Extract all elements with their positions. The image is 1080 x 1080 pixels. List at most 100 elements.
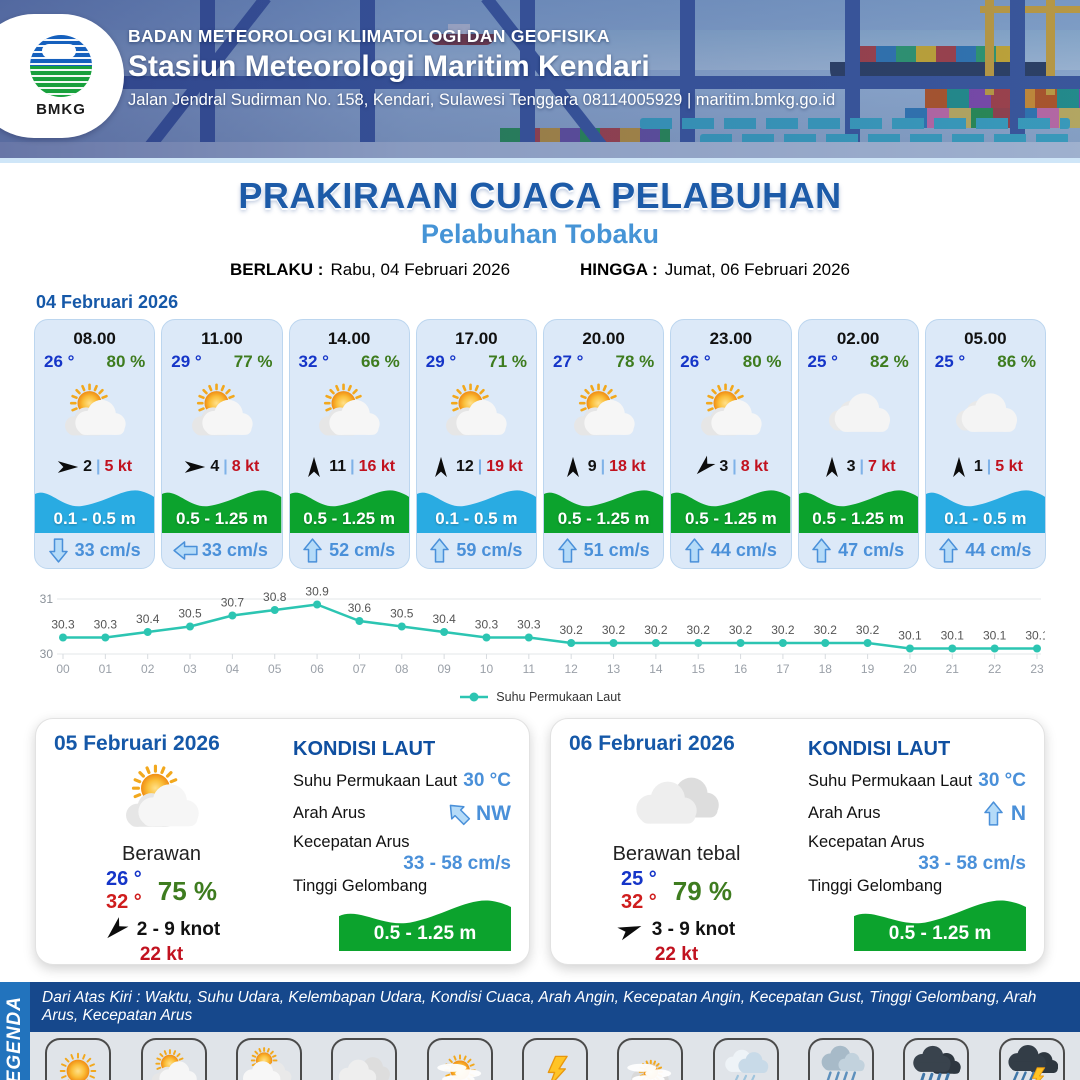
time-label: 02.00: [836, 329, 880, 348]
svg-text:19: 19: [861, 662, 875, 676]
legend-tab: LEGENDA: [0, 982, 30, 1080]
daily-summary-card: 05 Februari 2026 Berawan 26 ° 32 ° 75 % …: [35, 718, 530, 965]
header-divider: [0, 158, 1080, 163]
time-label: 11.00: [201, 329, 243, 348]
wave-height: 0.5 - 1.25 m: [303, 509, 395, 528]
air-temperature: 25 °: [934, 352, 966, 371]
weather-icon: [35, 372, 154, 454]
current-speed: 33 cm/s: [201, 540, 268, 560]
legend-item: Udara Kabur: [413, 1038, 507, 1080]
current-direction-icon: [443, 798, 474, 829]
forecast-card: 08.00 26 ° 80 % 2 | 5 kt 0.1 - 0.5 m 33 …: [34, 319, 156, 569]
weather-icon: [635, 758, 719, 842]
current-row: 59 cm/s: [417, 533, 536, 568]
svg-text:10: 10: [480, 662, 494, 676]
legend-weather-icon: [617, 1038, 684, 1080]
legend-weather-icon: [235, 1038, 302, 1080]
weather-icon: [120, 758, 204, 842]
current-direction-icon: [939, 538, 959, 563]
current-row: 44 cm/s: [926, 533, 1045, 568]
sst-chart-section: 30 31 00 01 02 03 04 05 06 07 08 09 10 11 12 13 14 15 16 17…: [35, 583, 1049, 705]
wind-direction-icon: [184, 460, 206, 474]
chart-legend-label: Suhu Permukaan Laut: [496, 690, 621, 704]
weather-icon: [162, 372, 281, 454]
forecast-card: 14.00 32 ° 66 % 11 | 16 kt 0.5 - 1.25 m …: [288, 319, 410, 569]
svg-text:00: 00: [56, 662, 70, 676]
legend-weather-icon: [712, 1038, 779, 1080]
page-title: PRAKIRAAN CUACA PELABUHAN: [238, 175, 842, 216]
legend-item: Kabut: [603, 1038, 697, 1080]
current-row: 47 cm/s: [799, 533, 918, 568]
wind-speed: 11: [329, 458, 347, 475]
legend-weather-icon: [521, 1038, 588, 1080]
validity-row: BERLAKU : Rabu, 04 Februari 2026 HINGGA :…: [0, 260, 1080, 280]
svg-text:30.2: 30.2: [644, 623, 668, 637]
wave-height-band: 0.1 - 0.5 m: [925, 485, 1045, 533]
time-label: 05.00: [964, 329, 1007, 348]
wind-row: 4 | 8 kt: [162, 454, 281, 480]
wave-height: 0.5 - 1.25 m: [557, 509, 650, 528]
header-overlay: [0, 0, 1080, 158]
forecast-card: 20.00 27 ° 78 % 9 | 18 kt 0.5 - 1.25 m 5…: [543, 319, 665, 569]
valid-from-label: BERLAKU :: [229, 260, 324, 279]
svg-text:30.5: 30.5: [390, 607, 414, 621]
legend-item: Petir: [508, 1038, 602, 1080]
humidity: 71 %: [488, 352, 527, 371]
current-speed: 47 cm/s: [838, 540, 905, 560]
svg-text:12: 12: [564, 662, 578, 676]
current-direction-icon: [812, 538, 831, 563]
wind-gust: 5 kt: [104, 458, 133, 475]
sst-label: Suhu Permukaan Laut: [808, 771, 973, 790]
forecast-card: 23.00 26 ° 80 % 3 | 8 kt 0.5 - 1.25 m 44…: [670, 319, 792, 569]
current-direction-label: Arah Arus: [808, 804, 881, 822]
wind-speed: 3: [719, 458, 729, 475]
current-row: 52 cm/s: [290, 533, 409, 568]
wind-row: 11 | 16 kt: [290, 454, 409, 480]
legend-weather-icon: [331, 1038, 398, 1080]
wind-direction-icon: [952, 456, 966, 478]
station-address: Jalan Jendral Sudirman No. 158, Kendari,…: [128, 91, 836, 109]
current-direction-value: N: [1010, 801, 1026, 825]
wave-height-band: 0.1 - 0.5 m: [416, 485, 536, 533]
valid-until-label: HINGGA :: [580, 260, 658, 279]
legend-tab-label: LEGENDA: [4, 996, 25, 1080]
svg-text:02: 02: [141, 662, 155, 676]
sst-line-chart: 30 31 00 01 02 03 04 05 06 07 08 09 10 11 12 13 14 15 16 17…: [40, 585, 1049, 677]
day-date: 05 Februari 2026: [54, 732, 220, 755]
current-direction-icon: [48, 538, 68, 563]
legend-weather-icon: [903, 1038, 970, 1080]
humidity: 80 %: [742, 352, 782, 371]
air-temperature: 29 °: [425, 352, 457, 371]
wind-separator: |: [732, 458, 737, 475]
forecast-card: 02.00 25 ° 82 % 3 | 7 kt 0.5 - 1.25 m 47…: [797, 319, 919, 569]
wind-gust: 18 kt: [609, 458, 646, 475]
legend-item: Cerah: [31, 1038, 125, 1080]
wind-gust: 8 kt: [231, 458, 260, 475]
wind-separator: |: [477, 458, 483, 475]
svg-text:30.8: 30.8: [263, 590, 287, 604]
svg-text:30.5: 30.5: [178, 607, 202, 621]
current-direction-value: NW: [476, 801, 511, 825]
svg-text:06: 06: [310, 662, 324, 676]
time-label: 14.00: [327, 329, 371, 348]
wave-height-badge: 0.5 - 1.25 m: [854, 896, 1026, 951]
legend-footer: LEGENDA Dari Atas Kiri : Waktu, Suhu Uda…: [0, 982, 1080, 1080]
svg-text:30.1: 30.1: [898, 629, 922, 643]
current-speed-value: 33 - 58 cm/s: [918, 853, 1026, 874]
svg-text:30.4: 30.4: [432, 612, 456, 626]
sst-value: 30 °C: [463, 770, 511, 791]
legend-item: Hujan Lebat: [889, 1038, 983, 1080]
humidity: 82 %: [870, 352, 909, 371]
current-speed: 44 cm/s: [965, 540, 1032, 560]
current-direction-icon: [685, 538, 704, 563]
svg-text:31: 31: [40, 592, 54, 606]
svg-text:14: 14: [649, 662, 663, 676]
svg-text:30.3: 30.3: [517, 618, 541, 632]
wind-row: 12 | 19 kt: [417, 454, 536, 480]
current-row: 33 cm/s: [35, 533, 154, 568]
bmkg-logo: BMKG: [0, 14, 124, 138]
legend-header-text: Dari Atas Kiri : Waktu, Suhu Udara, Kele…: [30, 982, 1080, 1032]
current-speed: 33 cm/s: [74, 540, 141, 560]
svg-text:30: 30: [40, 647, 54, 661]
